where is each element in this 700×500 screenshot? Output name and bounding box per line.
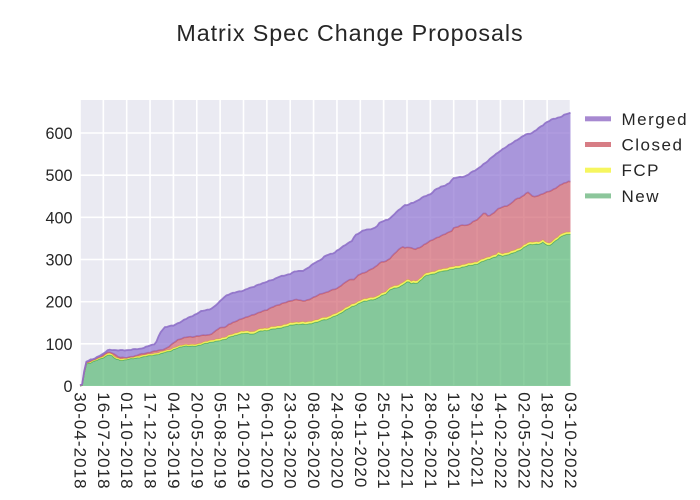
svg-text:08-06-2020: 08-06-2020 [304, 392, 323, 489]
svg-text:24-08-2020: 24-08-2020 [327, 392, 346, 489]
svg-text:16-07-2018: 16-07-2018 [94, 392, 113, 489]
svg-text:500: 500 [45, 167, 72, 185]
svg-text:20-05-2019: 20-05-2019 [187, 392, 206, 489]
svg-text:300: 300 [45, 252, 72, 270]
svg-text:New: New [622, 187, 661, 206]
svg-text:FCP: FCP [622, 161, 661, 180]
svg-text:09-11-2020: 09-11-2020 [351, 392, 370, 488]
svg-text:Closed: Closed [622, 136, 684, 155]
svg-text:01-10-2018: 01-10-2018 [117, 392, 136, 489]
svg-text:0: 0 [63, 378, 72, 396]
svg-text:Merged: Merged [622, 110, 689, 129]
svg-text:200: 200 [45, 294, 72, 312]
svg-text:30-04-2018: 30-04-2018 [71, 392, 90, 489]
svg-text:21-10-2019: 21-10-2019 [234, 392, 253, 489]
svg-text:100: 100 [45, 336, 72, 354]
svg-text:02-05-2022: 02-05-2022 [514, 392, 533, 489]
svg-text:23-03-2020: 23-03-2020 [281, 392, 300, 489]
svg-text:13-09-2021: 13-09-2021 [444, 392, 463, 489]
svg-text:29-11-2021: 29-11-2021 [468, 392, 487, 488]
svg-text:400: 400 [45, 209, 72, 227]
svg-text:05-08-2019: 05-08-2019 [211, 392, 230, 489]
svg-text:06-01-2020: 06-01-2020 [257, 392, 276, 489]
svg-text:28-06-2021: 28-06-2021 [421, 392, 440, 489]
svg-text:18-07-2022: 18-07-2022 [538, 392, 557, 489]
svg-text:14-02-2022: 14-02-2022 [491, 392, 510, 489]
svg-text:600: 600 [45, 125, 72, 143]
svg-text:03-10-2022: 03-10-2022 [561, 392, 580, 489]
svg-text:17-12-2018: 17-12-2018 [141, 392, 160, 489]
svg-text:12-04-2021: 12-04-2021 [398, 392, 417, 489]
svg-text:Matrix Spec Change Proposals: Matrix Spec Change Proposals [176, 20, 523, 46]
svg-text:04-03-2019: 04-03-2019 [164, 392, 183, 489]
svg-text:25-01-2021: 25-01-2021 [374, 392, 393, 489]
